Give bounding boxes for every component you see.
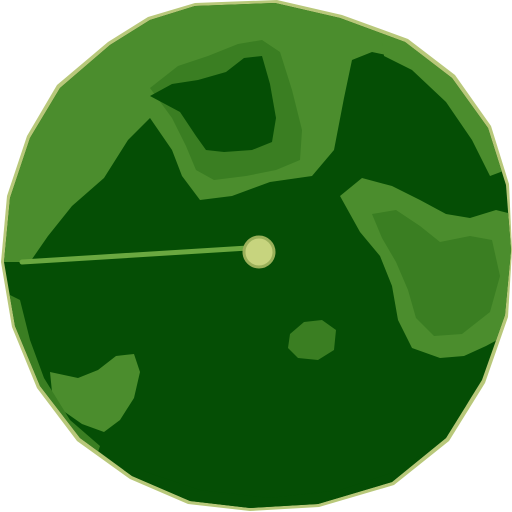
mid-vegetation-region — [372, 210, 500, 336]
player-position-dot-icon[interactable] — [242, 235, 276, 269]
light-vegetation-region — [50, 354, 140, 432]
mid-vegetation-patch — [288, 320, 336, 360]
dense-forest-pocket — [150, 56, 276, 152]
light-vegetation-region — [380, 30, 506, 176]
heading-line-icon — [19, 245, 251, 265]
mid-vegetation-region — [4, 290, 100, 470]
